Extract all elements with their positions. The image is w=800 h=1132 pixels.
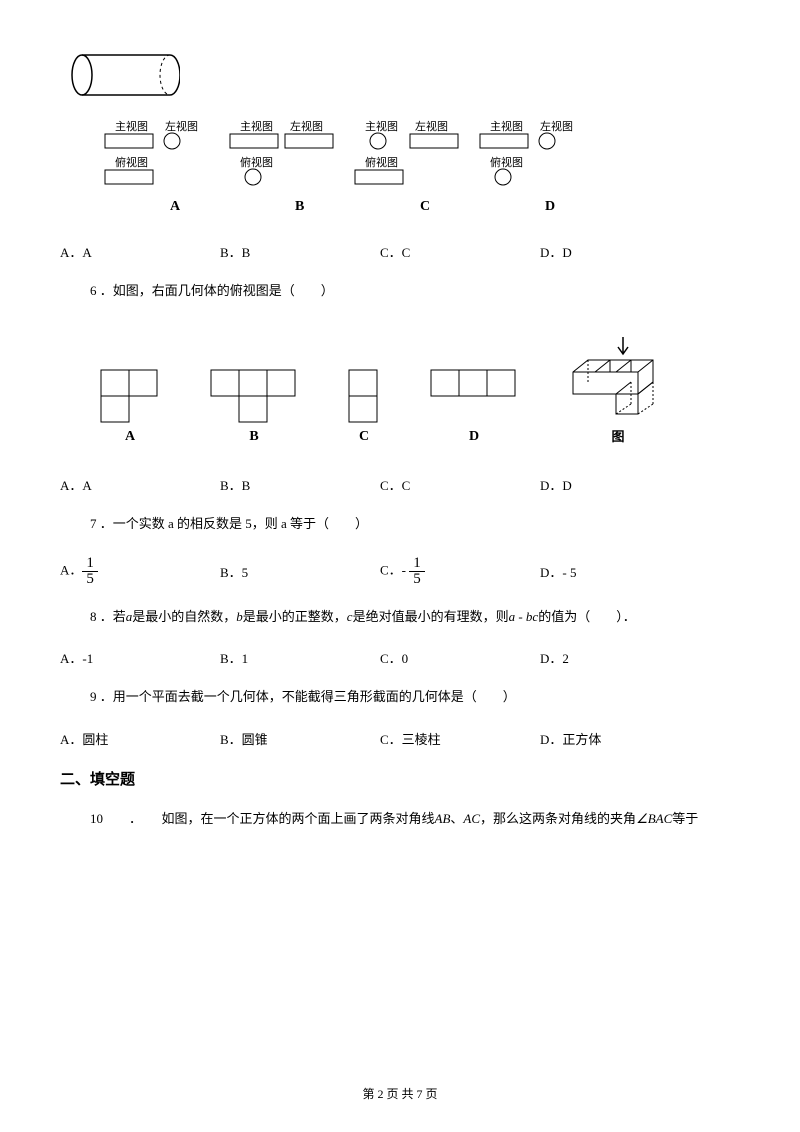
q7-opt-d: D．- 5 xyxy=(540,562,700,581)
opt-a: A xyxy=(170,199,181,214)
q5-opt-d: D．D xyxy=(540,242,700,261)
cylinder-figure xyxy=(70,50,740,104)
q6-options: A．A B．B C．C D．D xyxy=(60,475,740,494)
page-footer: 第 2 页 共 7 页 xyxy=(0,1085,800,1102)
q8-text: 8 ．若a是最小的自然数，b是最小的正整数，c是绝对值最小的有理数，则a - b… xyxy=(90,605,740,628)
q9-opt-d: D．正方体 xyxy=(540,729,700,748)
q8-options: A．-1 B．1 C．0 D．2 xyxy=(60,648,740,667)
svg-text:主视图: 主视图 xyxy=(490,119,523,133)
front-label: 主视图 xyxy=(115,119,148,133)
q6-opt-d: D．D xyxy=(540,475,700,494)
svg-text:俯视图: 俯视图 xyxy=(365,155,398,169)
q6-shape-c: C xyxy=(348,369,380,445)
q6-opt-c: C．C xyxy=(380,475,540,494)
q8-opt-b: B．1 xyxy=(220,648,380,667)
q6-figures: A B C D xyxy=(100,332,740,445)
q6-text: 6 ．如图，右面几何体的俯视图是（ ） xyxy=(90,279,740,302)
q9-options: A．圆柱 B．圆锥 C．三棱柱 D．正方体 xyxy=(60,729,740,748)
q10-text: 10 ． 如图，在一个正方体的两个面上画了两条对角线AB、AC，那么这两条对角线… xyxy=(90,807,740,830)
opt-b: B xyxy=(295,199,304,214)
left-label: 左视图 xyxy=(165,119,198,133)
q7-opt-b: B．5 xyxy=(220,562,380,581)
q9-opt-c: C．三棱柱 xyxy=(380,729,540,748)
q8-opt-a: A．-1 xyxy=(60,648,220,667)
q6-shape-a: A xyxy=(100,369,160,445)
opt-c: C xyxy=(420,199,430,214)
q6-3d-figure: 图 xyxy=(568,332,668,445)
q9-opt-b: B．圆锥 xyxy=(220,729,380,748)
q7-opt-c: C．- 15 xyxy=(380,556,540,587)
top-label: 俯视图 xyxy=(115,155,148,169)
three-views-figure: 主视图 左视图 俯视图 A 主视图 左视图 俯视图 B 主视图 xyxy=(100,118,740,222)
svg-text:左视图: 左视图 xyxy=(540,119,573,133)
svg-text:左视图: 左视图 xyxy=(290,119,323,133)
q5-options: A．A B．B C．C D．D xyxy=(60,242,740,261)
q7-opt-a: A．15 xyxy=(60,556,220,587)
q9-text: 9 ．用一个平面去截一个几何体，不能截得三角形截面的几何体是（ ） xyxy=(90,685,740,708)
q8-opt-c: C．0 xyxy=(380,648,540,667)
q8-opt-d: D．2 xyxy=(540,648,700,667)
q6-opt-a: A．A xyxy=(60,475,220,494)
q5-opt-c: C．C xyxy=(380,242,540,261)
q7-text: 7 ．一个实数 a 的相反数是 5，则 a 等于（ ） xyxy=(90,512,740,535)
q6-opt-b: B．B xyxy=(220,475,380,494)
svg-text:主视图: 主视图 xyxy=(365,119,398,133)
svg-text:俯视图: 俯视图 xyxy=(490,155,523,169)
svg-text:左视图: 左视图 xyxy=(415,119,448,133)
section-2-title: 二、填空题 xyxy=(60,768,740,789)
q5-opt-a: A．A xyxy=(60,242,220,261)
q5-opt-b: B．B xyxy=(220,242,380,261)
opt-d: D xyxy=(545,199,555,214)
q7-options: A．15 B．5 C．- 15 D．- 5 xyxy=(60,556,740,587)
q6-shape-b: B xyxy=(210,369,298,445)
q9-opt-a: A．圆柱 xyxy=(60,729,220,748)
svg-text:俯视图: 俯视图 xyxy=(240,155,273,169)
svg-text:主视图: 主视图 xyxy=(240,119,273,133)
q6-shape-d: D xyxy=(430,369,518,445)
